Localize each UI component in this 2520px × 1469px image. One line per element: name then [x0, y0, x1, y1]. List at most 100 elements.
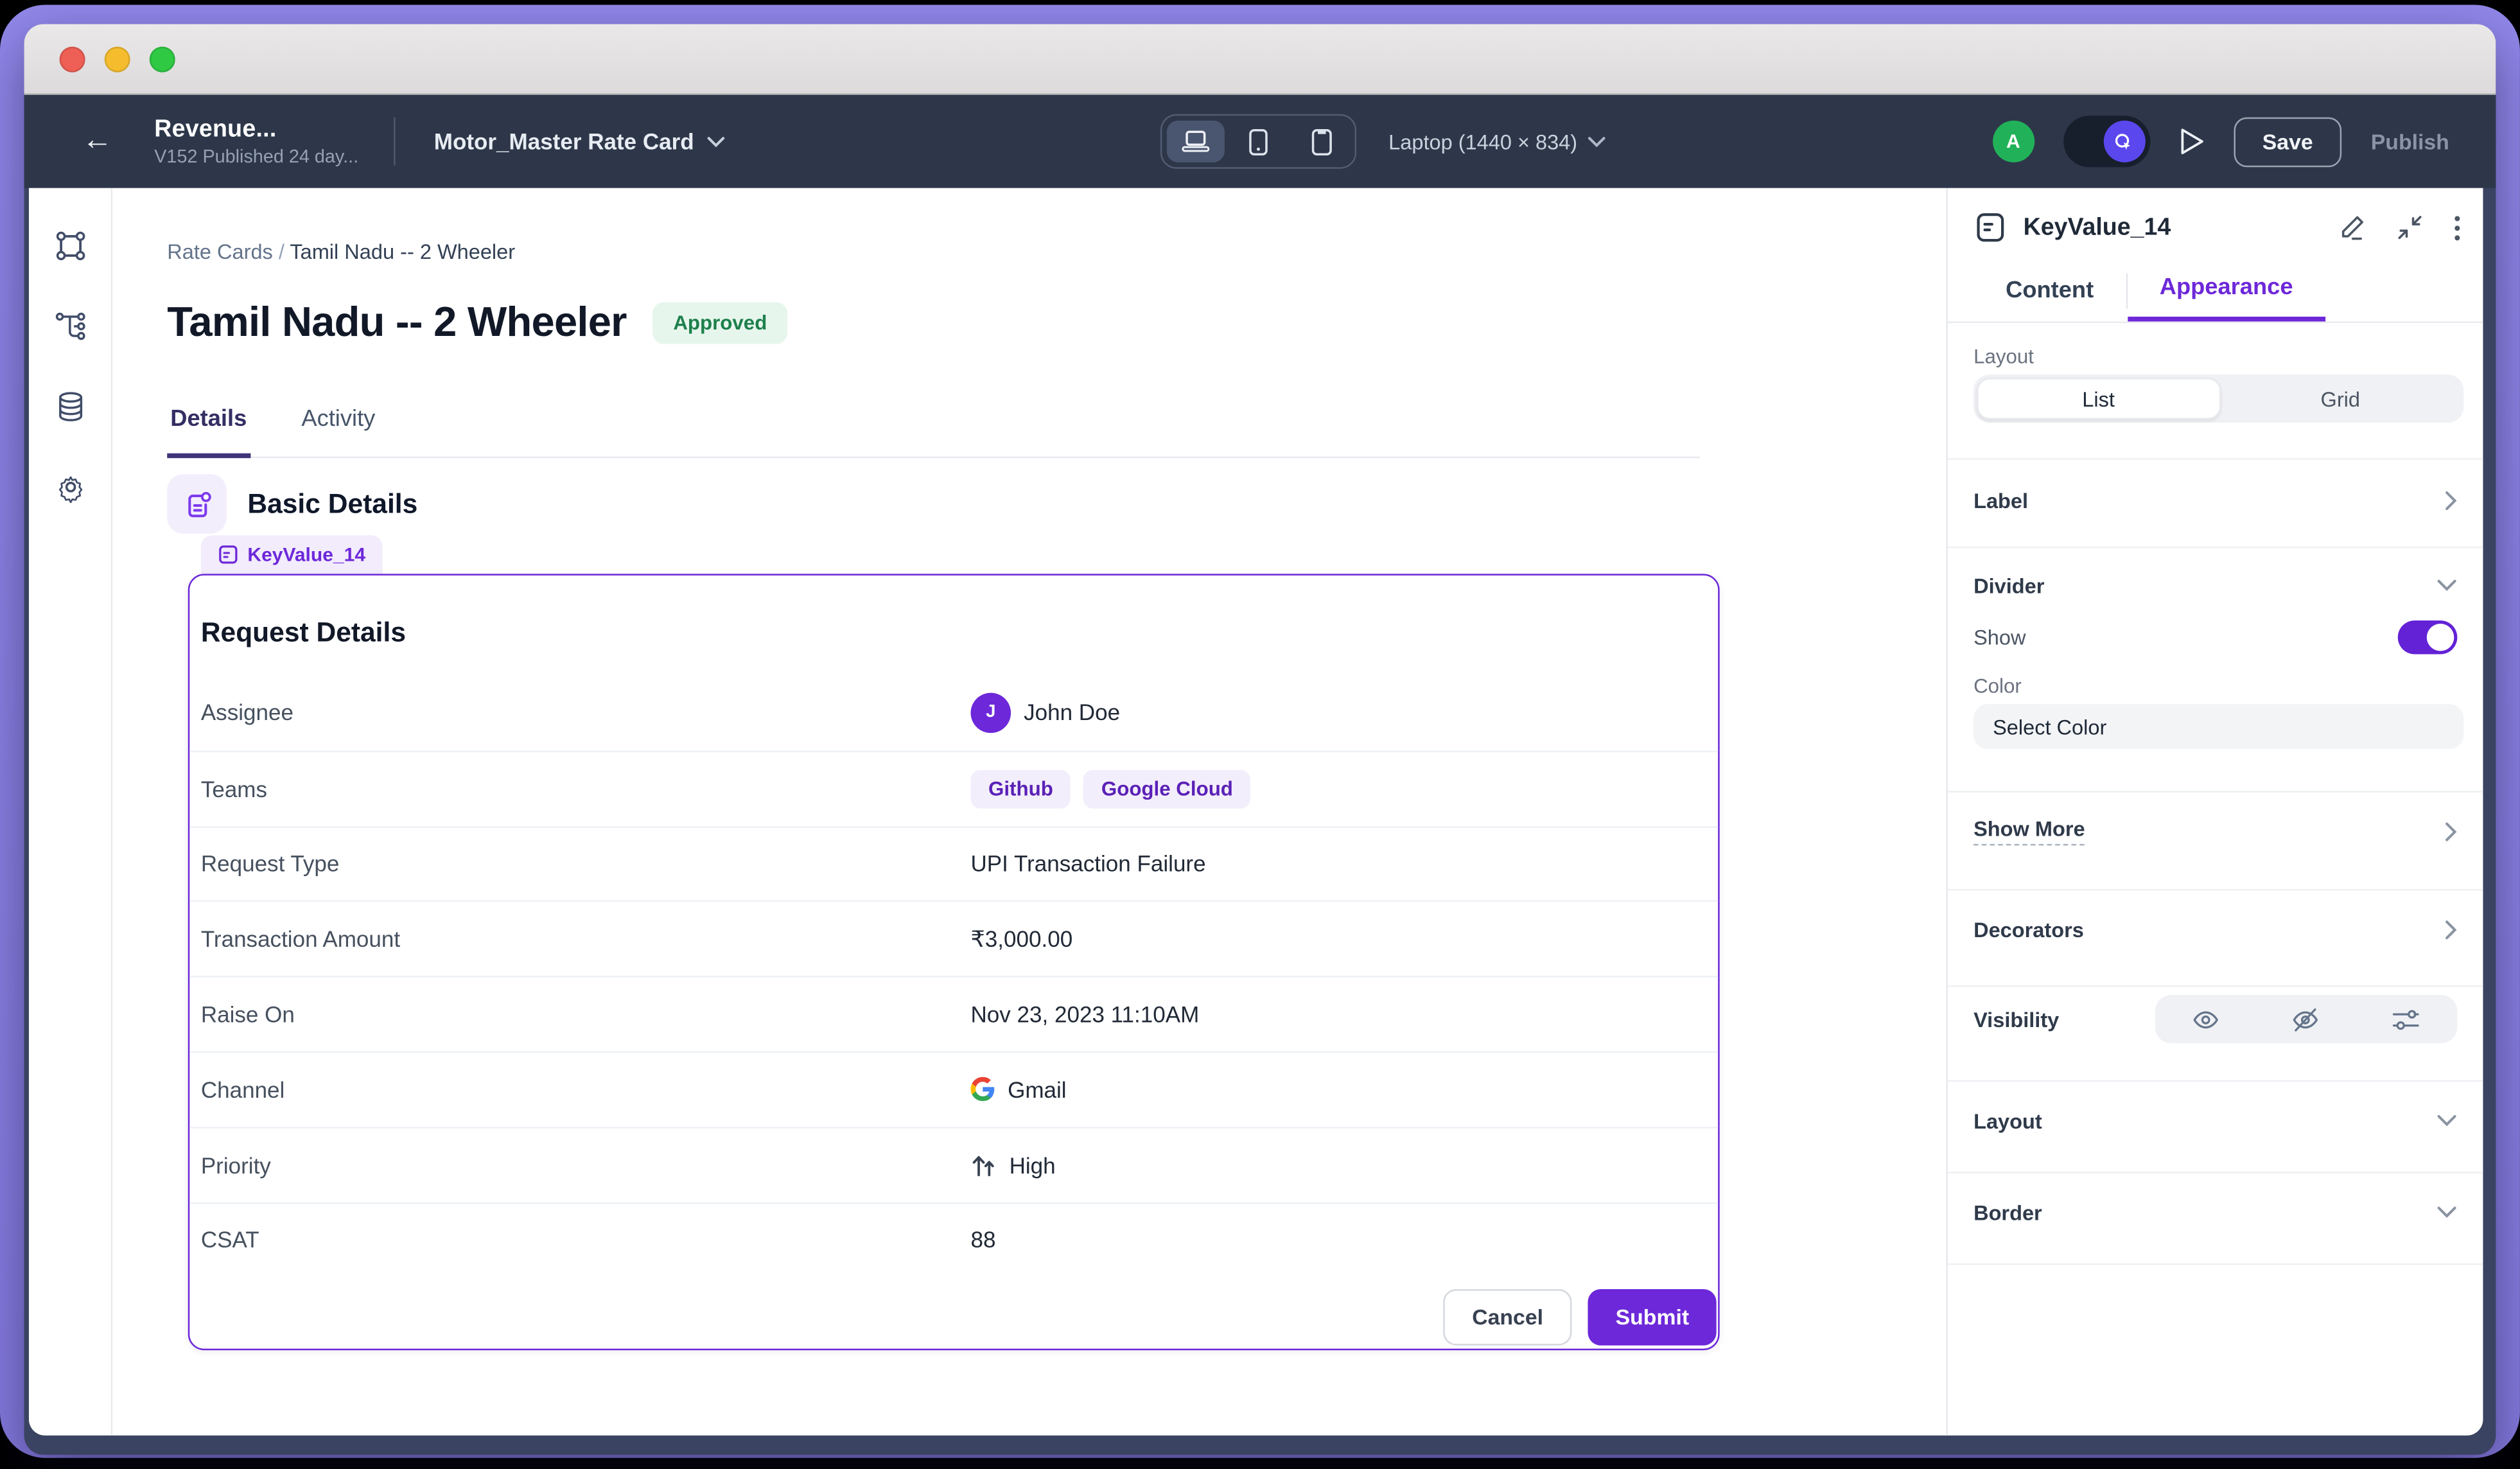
visibility-row: Visibility: [1973, 995, 2458, 1044]
detail-row-channel: Channel Gmail: [189, 1051, 1719, 1127]
breadcrumb-separator: /: [272, 239, 290, 264]
tab-appearance[interactable]: Appearance: [2127, 259, 2325, 322]
team-chip: Github: [970, 769, 1071, 808]
breadcrumb: Rate Cards / Tamil Nadu -- 2 Wheeler: [167, 240, 515, 264]
panel-divider: [1948, 1172, 2483, 1174]
widget-tag-label: KeyValue_14: [247, 543, 366, 566]
play-icon: [2180, 128, 2203, 155]
keyvalue-widget-icon: [1977, 213, 2004, 242]
chevron-down-icon: [707, 136, 724, 147]
show-label: Show: [1973, 624, 2026, 649]
tab-details[interactable]: Details: [167, 391, 250, 459]
divider-color-input[interactable]: Select Color: [1973, 704, 2464, 750]
visibility-label: Visibility: [1973, 1007, 2060, 1032]
breadcrumb-current: Tamil Nadu -- 2 Wheeler: [290, 239, 516, 264]
widget-tag[interactable]: KeyValue_14: [200, 535, 383, 574]
device-size-label: Laptop (1440 × 834): [1388, 129, 1578, 154]
app-canvas: Rate Cards / Tamil Nadu -- 2 Wheeler Tam…: [112, 188, 1947, 1436]
layout-section-label: Layout: [1973, 346, 2034, 369]
tab-content[interactable]: Content: [2006, 277, 2094, 303]
database-icon[interactable]: [54, 391, 86, 423]
divider-section-header[interactable]: Divider: [1973, 564, 2457, 606]
assignee-avatar: J: [970, 692, 1011, 733]
chevron-down-icon: [2437, 1206, 2456, 1218]
conditional-visibility-sliders-icon[interactable]: [2392, 1007, 2421, 1032]
page-selector-dropdown[interactable]: Motor_Master Rate Card: [434, 128, 725, 154]
properties-panel: KeyValue_14 Content Appearance Layout Li…: [1946, 188, 2483, 1436]
minimize-window-button[interactable]: [104, 46, 130, 72]
row-value: High: [1009, 1152, 1056, 1178]
label-settings-row[interactable]: Label: [1973, 477, 2457, 522]
priority-high-icon: [972, 1156, 994, 1177]
layout-list-option[interactable]: List: [1977, 378, 2221, 420]
row-label: Request Type: [200, 851, 340, 877]
page-tabs: Details Activity: [167, 391, 1701, 459]
more-options-icon[interactable]: [2454, 215, 2460, 240]
border-collapse-row[interactable]: Border: [1973, 1190, 2457, 1235]
row-label: Assignee: [200, 699, 293, 726]
device-laptop-button[interactable]: [1166, 120, 1225, 163]
submit-button[interactable]: Submit: [1588, 1289, 1717, 1346]
color-input-placeholder: Select Color: [1993, 714, 2107, 739]
panel-divider: [1948, 791, 2483, 793]
save-button[interactable]: Save: [2233, 116, 2342, 167]
visible-eye-icon[interactable]: [2192, 1005, 2219, 1033]
team-chip: Google Cloud: [1083, 769, 1251, 808]
publish-button[interactable]: Publish: [2370, 129, 2449, 154]
widget-icon: [219, 545, 238, 564]
chevron-right-icon: [2446, 919, 2457, 938]
device-tablet-button[interactable]: [1292, 121, 1350, 163]
collapse-panel-icon[interactable]: [2396, 214, 2424, 242]
decorators-row[interactable]: Decorators: [1973, 906, 2457, 951]
panel-divider: [1948, 1080, 2483, 1082]
panel-divider: [1948, 458, 2483, 460]
tab-activity[interactable]: Activity: [301, 407, 376, 433]
show-more-row[interactable]: Show More: [1973, 809, 2457, 854]
back-icon[interactable]: ←: [82, 123, 113, 158]
preview-play-button[interactable]: [2179, 127, 2205, 156]
show-divider-toggle[interactable]: [2397, 619, 2458, 654]
row-value: ₹3,000.00: [970, 925, 1073, 951]
show-more-label: Show More: [1973, 816, 2085, 846]
topbar-divider: [394, 117, 396, 166]
panel-divider: [1948, 888, 2483, 891]
edit-mode-toggle[interactable]: [2063, 116, 2150, 168]
settings-gear-icon[interactable]: [54, 471, 86, 504]
device-size-dropdown[interactable]: Laptop (1440 × 834): [1388, 129, 1606, 154]
chevron-down-icon: [2437, 579, 2456, 591]
layout-grid-option[interactable]: Grid: [2320, 386, 2360, 411]
canvas-frame-icon[interactable]: [54, 230, 86, 262]
macos-window: ← Revenue... V152 Published 24 day... Mo…: [24, 24, 2496, 1455]
device-phone-button[interactable]: [1229, 121, 1287, 163]
row-label: Teams: [200, 775, 268, 802]
row-value: Gmail: [1008, 1077, 1067, 1103]
chevron-right-icon: [2446, 490, 2457, 509]
google-logo-icon: [970, 1077, 995, 1102]
cancel-button[interactable]: Cancel: [1443, 1289, 1573, 1346]
status-badge: Approved: [652, 301, 788, 344]
detail-row-teams: Teams Github Google Cloud: [189, 750, 1719, 825]
detail-row-csat: CSAT 88: [189, 1201, 1719, 1277]
phone-icon: [1249, 128, 1268, 155]
flow-tree-icon[interactable]: [54, 310, 86, 342]
hidden-eye-off-icon[interactable]: [2292, 1005, 2320, 1033]
app-title-block: Revenue... V152 Published 24 day...: [154, 116, 358, 167]
panel-divider: [1948, 985, 2483, 987]
close-window-button[interactable]: [59, 46, 85, 72]
user-avatar[interactable]: A: [1992, 120, 2034, 163]
zoom-window-button[interactable]: [149, 46, 175, 72]
detail-row-request-type: Request Type UPI Transaction Failure: [189, 825, 1719, 901]
row-label: Priority: [200, 1152, 271, 1178]
row-value: John Doe: [1024, 699, 1121, 726]
section-title: Basic Details: [247, 488, 418, 519]
layout-collapse-row[interactable]: Layout: [1973, 1098, 2457, 1143]
breadcrumb-parent[interactable]: Rate Cards: [167, 239, 273, 264]
row-value: Nov 23, 2023 11:10AM: [970, 1001, 1200, 1028]
laptop-icon: [1182, 130, 1210, 152]
detail-row-assignee: Assignee J John Doe: [189, 675, 1718, 750]
detail-row-transaction-amount: Transaction Amount ₹3,000.00: [189, 901, 1719, 976]
keyvalue-widget-card[interactable]: Request Details Assignee J John Doe Team…: [188, 574, 1720, 1351]
rename-pencil-icon[interactable]: [2338, 214, 2366, 242]
border-row-label: Border: [1973, 1200, 2042, 1224]
